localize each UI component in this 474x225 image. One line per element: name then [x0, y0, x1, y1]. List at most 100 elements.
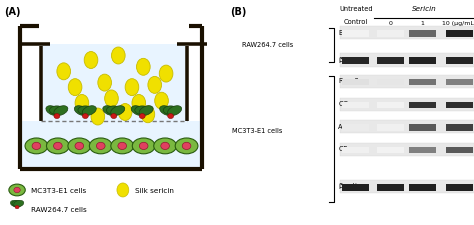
- Bar: [340, 76, 474, 89]
- Text: BMP-2/4: BMP-2/4: [338, 30, 365, 36]
- Ellipse shape: [155, 93, 168, 110]
- Text: (B): (B): [230, 7, 246, 17]
- Bar: [446, 58, 473, 65]
- Bar: [377, 125, 404, 131]
- Ellipse shape: [49, 106, 64, 115]
- Ellipse shape: [14, 187, 20, 193]
- Ellipse shape: [46, 138, 69, 154]
- Ellipse shape: [125, 79, 139, 96]
- Ellipse shape: [98, 75, 111, 92]
- Text: Control: Control: [344, 19, 368, 25]
- Ellipse shape: [82, 114, 88, 119]
- Ellipse shape: [106, 106, 121, 115]
- Ellipse shape: [78, 106, 93, 115]
- Bar: [377, 31, 404, 38]
- Ellipse shape: [132, 138, 155, 154]
- Ellipse shape: [46, 106, 60, 116]
- Ellipse shape: [168, 106, 182, 116]
- Bar: [342, 80, 369, 86]
- Bar: [377, 80, 404, 86]
- Ellipse shape: [12, 200, 22, 207]
- Bar: [409, 31, 436, 38]
- Ellipse shape: [75, 95, 89, 112]
- Bar: [377, 184, 404, 191]
- Ellipse shape: [168, 114, 173, 119]
- Ellipse shape: [57, 63, 71, 80]
- Ellipse shape: [160, 106, 173, 116]
- Bar: [446, 184, 473, 191]
- Bar: [340, 143, 474, 156]
- Ellipse shape: [111, 106, 125, 116]
- Ellipse shape: [141, 106, 155, 123]
- Bar: [377, 147, 404, 153]
- Text: Sericin: Sericin: [412, 6, 437, 12]
- Bar: [342, 31, 369, 38]
- Bar: [340, 180, 474, 193]
- Bar: [340, 27, 474, 40]
- Bar: [20, 122, 202, 169]
- Ellipse shape: [105, 90, 118, 107]
- Ellipse shape: [54, 143, 62, 150]
- Bar: [342, 125, 369, 131]
- Text: RAW264.7 cells: RAW264.7 cells: [31, 206, 86, 212]
- Bar: [446, 80, 473, 86]
- Ellipse shape: [25, 138, 48, 154]
- Ellipse shape: [163, 106, 178, 115]
- Text: β-actin: β-actin: [338, 57, 362, 63]
- Ellipse shape: [137, 59, 150, 76]
- Ellipse shape: [131, 106, 145, 116]
- Text: OP: OP: [338, 146, 348, 151]
- Text: 10 (μg/mL): 10 (μg/mL): [442, 21, 474, 26]
- Ellipse shape: [135, 106, 150, 115]
- Ellipse shape: [175, 138, 198, 154]
- Ellipse shape: [118, 104, 132, 121]
- Ellipse shape: [161, 143, 169, 150]
- Bar: [340, 121, 474, 134]
- Text: Untreated: Untreated: [339, 6, 373, 12]
- Bar: [446, 125, 473, 131]
- Ellipse shape: [111, 114, 117, 119]
- Bar: [409, 80, 436, 86]
- Bar: [446, 102, 473, 108]
- Ellipse shape: [54, 114, 60, 119]
- Text: Runx2: Runx2: [338, 78, 359, 84]
- Ellipse shape: [32, 143, 41, 150]
- Ellipse shape: [9, 184, 25, 196]
- Ellipse shape: [159, 66, 173, 83]
- Ellipse shape: [117, 183, 129, 197]
- Ellipse shape: [84, 52, 98, 69]
- Bar: [409, 184, 436, 191]
- Text: β-actin: β-actin: [338, 183, 362, 189]
- Ellipse shape: [139, 143, 148, 150]
- Bar: [446, 31, 473, 38]
- Bar: [377, 58, 404, 65]
- Text: 0: 0: [388, 21, 392, 26]
- Text: Silk sericin: Silk sericin: [136, 187, 174, 193]
- Ellipse shape: [54, 106, 68, 116]
- Text: 1: 1: [420, 21, 424, 26]
- Bar: [41, 45, 187, 122]
- Bar: [409, 58, 436, 65]
- Text: AP: AP: [338, 123, 347, 129]
- Text: MC3T3-E1 cells: MC3T3-E1 cells: [232, 128, 283, 133]
- Ellipse shape: [182, 143, 191, 150]
- Ellipse shape: [111, 48, 125, 65]
- Bar: [377, 102, 404, 108]
- Ellipse shape: [75, 143, 83, 150]
- Text: MC3T3-E1 cells: MC3T3-E1 cells: [31, 187, 86, 193]
- Ellipse shape: [111, 138, 134, 154]
- Bar: [409, 125, 436, 131]
- Bar: [342, 58, 369, 65]
- Text: RAW264.7 cells: RAW264.7 cells: [242, 42, 293, 48]
- Ellipse shape: [14, 200, 24, 207]
- Ellipse shape: [154, 138, 176, 154]
- Text: (A): (A): [5, 7, 21, 17]
- Ellipse shape: [74, 106, 88, 116]
- Ellipse shape: [96, 143, 105, 150]
- Ellipse shape: [118, 143, 127, 150]
- Bar: [342, 184, 369, 191]
- Ellipse shape: [82, 106, 96, 116]
- Ellipse shape: [132, 95, 146, 112]
- Ellipse shape: [10, 200, 20, 207]
- Ellipse shape: [68, 138, 91, 154]
